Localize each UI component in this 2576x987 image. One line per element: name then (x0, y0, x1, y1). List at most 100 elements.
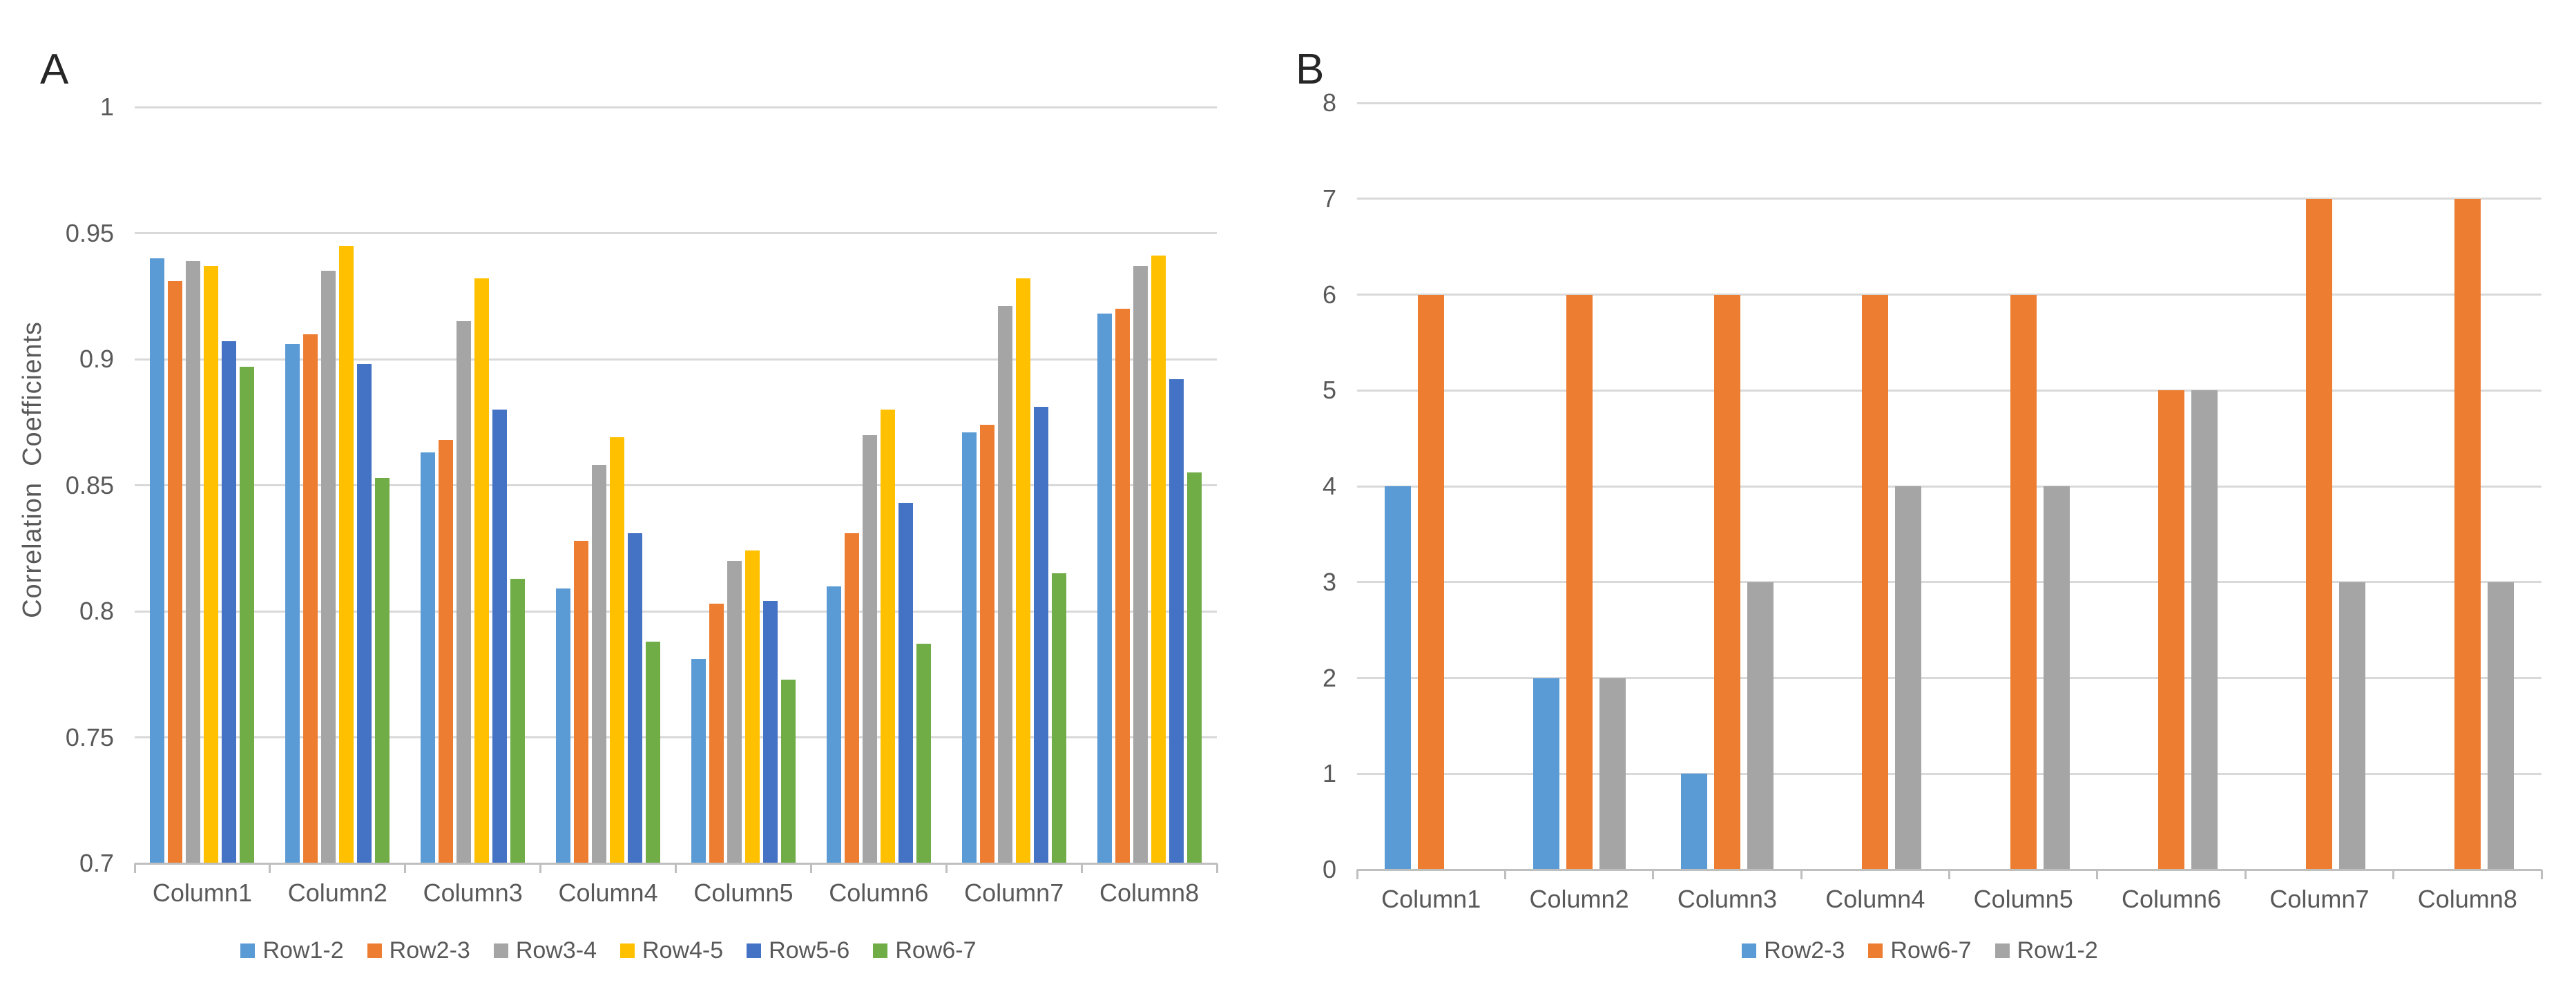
bar-group-column5 (676, 107, 811, 863)
x-axis-tick (1080, 863, 1083, 873)
x-axis-tick (269, 863, 271, 873)
bar-group-column2 (1505, 103, 1653, 870)
bar-row5-6-column7 (1033, 407, 1048, 863)
bar-row5-6-column1 (222, 341, 237, 863)
bar-row2-3-column2 (1532, 678, 1559, 870)
legend-item-row5-6: Row5-6 (747, 937, 849, 964)
legend-swatch-icon (747, 943, 762, 958)
y-tick-label: 1 (1322, 759, 1336, 788)
bar-row1-2-column7 (2339, 582, 2366, 870)
legend-swatch-icon (1742, 943, 1757, 958)
bar-row2-3-column3 (1680, 774, 1707, 870)
bar-group-column4 (541, 107, 676, 863)
bar-row3-4-column2 (321, 271, 336, 863)
x-axis-tick (1356, 870, 1358, 879)
bar-row6-7-column5 (2010, 294, 2037, 870)
bar-group-column3 (405, 107, 541, 863)
bar-row4-5-column7 (1015, 278, 1030, 863)
bar-row6-7-column7 (1051, 573, 1066, 863)
x-category-label: Column8 (2417, 885, 2517, 913)
panel-label-a: A (40, 46, 69, 93)
bar-row4-5-column3 (474, 278, 490, 863)
legend-label: Row6-7 (895, 937, 977, 964)
y-tick-label: 6 (1322, 280, 1336, 309)
plot-area-a: 1 0.95 0.9 0.85 0.8 0.75 0.7 Column1 Column2 Colu… (66, 93, 1218, 907)
bar-group-column3 (1653, 103, 1801, 870)
gridline (1357, 294, 2541, 296)
bar-row6-7-column1 (240, 366, 255, 863)
x-category-label: Column1 (152, 879, 252, 907)
bar-row2-3-column1 (1385, 486, 1412, 870)
y-tick-label: 3 (1322, 567, 1336, 596)
x-axis-tick (809, 863, 812, 873)
x-axis-tick (945, 863, 948, 873)
legend-label: Row1-2 (262, 937, 344, 964)
x-category-label: Column8 (1099, 879, 1200, 907)
bar-row2-3-column8 (1115, 309, 1130, 863)
bar-row1-2-column7 (961, 432, 977, 863)
x-category-label: Column2 (1529, 885, 1629, 913)
bar-row5-6-column6 (898, 503, 913, 863)
x-category-label: Column4 (558, 879, 658, 907)
gridline (135, 736, 1217, 738)
bar-group-column5 (1950, 103, 2097, 870)
gridline (135, 610, 1217, 613)
bar-row1-2-column3 (1747, 582, 1774, 870)
bar-row2-3-column1 (168, 280, 183, 863)
legend-swatch-icon (1868, 943, 1883, 958)
gridline (135, 358, 1217, 361)
bar-row6-7-column4 (1862, 294, 1889, 870)
bar-row5-6-column8 (1169, 379, 1184, 863)
x-axis-tick (1503, 870, 1506, 879)
panel-label-b: B (1296, 46, 1325, 93)
legend-label: Row2-3 (1764, 937, 1845, 964)
bar-row4-5-column2 (339, 245, 354, 863)
legend-swatch-icon (493, 943, 508, 958)
x-category-label: Column7 (964, 879, 1064, 907)
y-tick-label: 1 (99, 93, 114, 121)
bar-row1-2-column4 (556, 588, 571, 863)
bar-row5-6-column2 (357, 364, 372, 863)
legend-swatch-icon (367, 943, 382, 958)
bar-group-column7 (946, 107, 1082, 863)
x-axis-tick (133, 863, 136, 873)
bar-row2-3-column7 (979, 424, 994, 863)
x-axis-line (135, 862, 1217, 865)
bar-group-column8 (1082, 107, 1217, 863)
legend-label: Row2-3 (389, 937, 470, 964)
bar-row1-2-column8 (2487, 582, 2514, 870)
x-axis-tick (2096, 870, 2099, 879)
bar-row4-5-column1 (204, 265, 219, 863)
bar-row4-5-column4 (610, 437, 625, 863)
x-category-label: Column7 (2269, 885, 2370, 913)
bar-row2-3-column3 (439, 439, 454, 863)
bar-group-column6 (811, 107, 946, 863)
bar-row6-7-column1 (1418, 294, 1445, 870)
bar-row1-2-column6 (826, 586, 841, 863)
x-category-label: Column1 (1381, 885, 1481, 913)
x-category-label: Column2 (287, 879, 387, 907)
bar-row1-2-column6 (2191, 390, 2218, 870)
gridline (1357, 485, 2541, 488)
bar-row5-6-column3 (492, 410, 508, 863)
bar-row1-2-column4 (1895, 486, 1922, 870)
legend-label: Row1-2 (2017, 937, 2098, 964)
bar-row3-4-column4 (592, 465, 607, 863)
bar-row6-7-column2 (1566, 294, 1593, 870)
y-tick-label: 0.95 (65, 218, 114, 247)
bar-row1-2-column3 (421, 452, 436, 863)
bar-row6-7-column7 (2306, 198, 2333, 870)
bar-row1-2-column2 (285, 344, 300, 863)
y-tick-label: 4 (1322, 472, 1336, 500)
x-category-label: Column6 (829, 879, 929, 907)
bar-row4-5-column6 (880, 410, 895, 863)
legend-swatch-icon (240, 943, 256, 958)
y-tick-label: 0.8 (79, 597, 114, 625)
bar-group-column4 (1801, 103, 1949, 870)
bar-row1-2-column2 (1599, 678, 1626, 870)
x-category-label: Column4 (1825, 885, 1925, 913)
gridline (1357, 581, 2541, 584)
x-axis-tick (1215, 863, 1218, 873)
x-axis-tick (2392, 870, 2395, 879)
